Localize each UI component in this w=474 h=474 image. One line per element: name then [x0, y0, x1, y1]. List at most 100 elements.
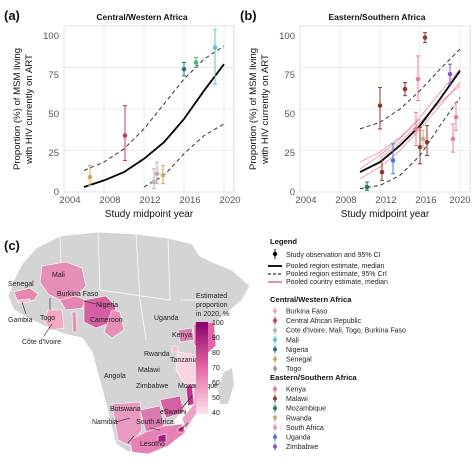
panel-b-xtick-2016: 2016 — [415, 195, 436, 206]
country-lesotho — [157, 433, 167, 443]
legend-title: Legend — [270, 237, 297, 246]
legend-item-country-median: Pooled country estimate, median — [268, 279, 388, 286]
panel-b-y-axis-title-line1: Proportion (%) of MSM living — [248, 48, 259, 170]
legend-es-item-point-symbol-3 — [273, 415, 277, 420]
colorbar-tick-80: 80 — [212, 350, 220, 357]
map-label-cameroon: Cameroon — [90, 317, 123, 324]
legend-point-symbol — [272, 251, 278, 257]
madagascar — [218, 368, 234, 404]
legend-cw-item-label-5: Senegal — [286, 357, 312, 364]
legend-es-item-label-2: Mozambique — [286, 406, 326, 413]
panel-b-points — [364, 32, 459, 191]
panel-b-country-median-line-1 — [359, 82, 461, 180]
panel-b-ytick-0: 0 — [290, 187, 295, 198]
legend-es-item-point-symbol-2 — [273, 406, 277, 411]
panel-b-point-1 — [377, 103, 383, 108]
colorbar-tick-60: 60 — [212, 380, 220, 387]
panel-b-ytick-100: 100 — [279, 31, 295, 42]
panel-b-point-3 — [390, 158, 396, 163]
legend-item-label: Study observation and 95% CI — [286, 252, 381, 259]
panel-b-xtick-2012: 2012 — [375, 195, 396, 206]
legend-es-item-point-symbol-0 — [273, 387, 277, 391]
panel-a-point-3 — [154, 171, 160, 177]
colorbar-tick-50: 50 — [212, 395, 220, 402]
panel-b-y-tick-labels: 0 25 50 75 100 — [279, 31, 295, 198]
panel-b-x-axis-title: Study midpoint year — [341, 209, 430, 220]
legend: Legend Study observation and 95% CI Pool… — [268, 237, 406, 451]
legend-cw-item-label-4: Nigeria — [286, 347, 308, 354]
panel-a-x-axis-title: Study midpoint year — [105, 209, 194, 220]
legend-es-item-point-symbol-1 — [273, 396, 277, 401]
panel-b-grid — [299, 25, 470, 193]
panel-a-point-2 — [151, 179, 157, 185]
map-label-angola: Angola — [104, 373, 126, 380]
map-leader-lines — [21, 298, 193, 444]
colorbar-tick-70: 70 — [212, 365, 220, 372]
colorbar-tick-100: 100 — [212, 320, 224, 327]
panel-b-point-7 — [417, 144, 423, 150]
map-label-uganda: Uganda — [154, 315, 179, 322]
panel-b-point-5 — [413, 126, 419, 132]
panel-a-letter: (a) — [4, 8, 20, 23]
map-label-south-africa: South Africa — [136, 419, 174, 426]
panel-b-x-tick-labels: 2004 2008 2012 2016 2020 — [295, 195, 470, 206]
legend-es-item-point-symbol-4 — [273, 425, 277, 430]
map-label-malawi: Malawi — [138, 367, 160, 374]
panel-b-ytick-75: 75 — [284, 70, 295, 81]
panel-b-ytick-50: 50 — [284, 109, 295, 120]
legend-es-items: Kenya Malawi Mozambique Rwanda South Africa U… — [273, 385, 326, 451]
panel-b-country-median-line-3 — [359, 118, 421, 163]
panel-b-point-11 — [447, 71, 453, 77]
map-label-namibia: Namibia — [92, 419, 118, 426]
panel-b-point-0 — [364, 184, 370, 190]
panel-b-lines — [359, 48, 461, 190]
legend-es-title: Eastern/Southern Africa — [270, 373, 357, 382]
legend-cw-item-label-0: Burkina Faso — [286, 309, 327, 316]
colorbar-title-line3: in 2020, % — [196, 311, 229, 318]
colorbar-title-line2: proportion — [196, 302, 228, 309]
legend-es-item-point-symbol-5 — [273, 435, 277, 439]
panel-b-xtick-2004: 2004 — [295, 195, 316, 206]
panel-a-points — [87, 28, 218, 190]
panel-b-point-10 — [424, 139, 430, 145]
map-label-botswana: Botswana — [110, 406, 141, 413]
panel-b-region-median-line — [359, 70, 461, 173]
panel-a-title: Central/Western Africa — [96, 12, 187, 22]
legend-cw-item-point-symbol-3 — [273, 337, 277, 342]
panel-b: (b) Eastern/Southern Africa 0 25 50 75 1… — [240, 8, 471, 220]
panel-b-point-2 — [379, 169, 385, 175]
panel-b-point-13 — [453, 115, 459, 120]
panel-a-xtick-2016: 2016 — [179, 195, 200, 206]
colorbar — [196, 322, 208, 414]
map-label-cote-divoire: Côte d'Ivoire — [22, 339, 61, 346]
legend-es-item-label-5: Uganda — [286, 435, 311, 442]
country-togo — [71, 311, 78, 333]
map-label-tanzania: Tanzania — [170, 357, 198, 364]
legend-item-region-median: Pooled region estimate, median — [268, 263, 385, 270]
panel-a-grid — [63, 25, 234, 193]
panel-a-point-0 — [87, 174, 93, 180]
legend-cw-item-label-3: Mali — [286, 337, 299, 344]
legend-cw-item-label-2: Cote d'Ivoire, Mali, Togo, Burkina Faso — [286, 328, 406, 335]
panel-c-map: (c) — [4, 231, 251, 455]
panel-a-point-1 — [122, 133, 128, 138]
legend-item-observation: Study observation and 95% CI — [272, 249, 381, 259]
country-senegal — [13, 287, 39, 303]
panel-a-y-axis-title-line1: Proportion (%) of MSM living — [12, 48, 23, 170]
panel-a-xtick-2008: 2008 — [99, 195, 120, 206]
legend-item-region-cri: Pooled region estimate, 95% CrI — [268, 271, 387, 278]
colorbar-tick-40: 40 — [212, 410, 220, 417]
map-label-zimbabwe: Zimbabwe — [136, 383, 168, 390]
panel-b-point-9 — [422, 35, 428, 40]
panel-b-y-axis-title-line2: with HIV currently on ART — [260, 54, 271, 165]
legend-cw-item-point-symbol-0 — [273, 309, 277, 313]
country-cameroon — [103, 309, 125, 339]
legend-cw-item-label-6: Togo — [286, 366, 301, 373]
legend-cw-items: Burkina Faso Central African Republic Cote… — [273, 307, 406, 373]
panel-a-point-6 — [193, 60, 199, 65]
panel-a-xtick-2004: 2004 — [59, 195, 80, 206]
legend-cw-item-point-symbol-4 — [273, 347, 277, 352]
panel-b-xtick-2020: 2020 — [449, 195, 470, 206]
map-label-lesotho: Lesotho — [140, 441, 165, 448]
